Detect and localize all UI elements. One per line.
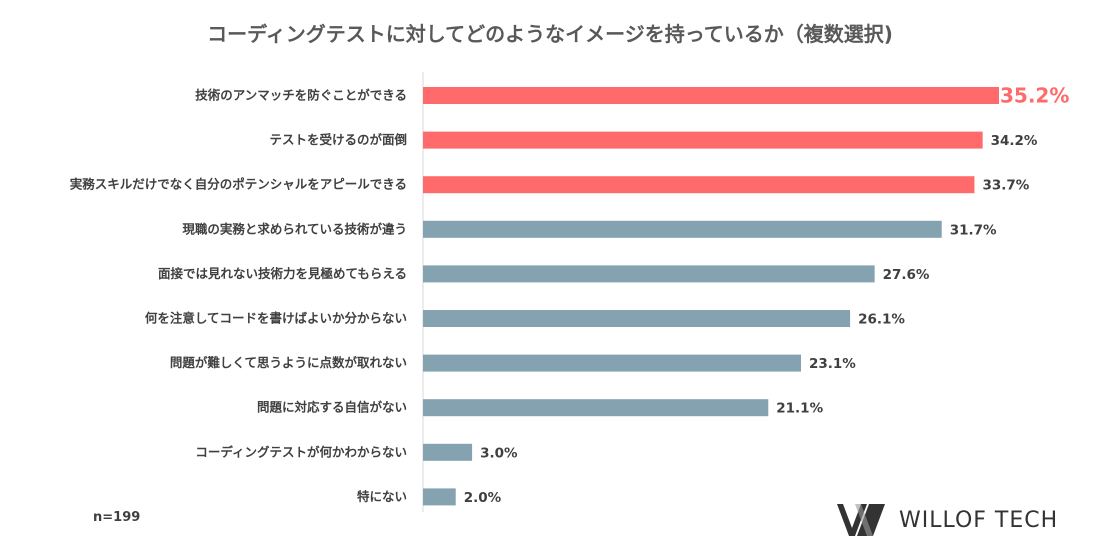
value-label: 27.6% [883, 267, 930, 283]
chart-title: コーディングテストに対してどのようなイメージを持っているか（複数選択) [207, 22, 893, 46]
brand-logo: WILLOF TECH [835, 500, 1058, 540]
value-label: 33.7% [982, 178, 1029, 194]
category-label: 面接では見れない技術力を見極めてもらえる [158, 266, 407, 281]
bar [423, 220, 942, 238]
category-label: テストを受けるのが面倒 [269, 132, 407, 147]
value-label: 2.0% [464, 490, 502, 506]
bar [423, 488, 456, 506]
value-label: 31.7% [950, 222, 997, 238]
value-label: 3.0% [480, 445, 518, 461]
category-label: 問題に対応する自信がない [257, 400, 407, 415]
bar [423, 354, 801, 372]
bar [423, 176, 975, 194]
bar [423, 87, 999, 104]
value-label: 23.1% [809, 356, 856, 372]
value-label: 26.1% [858, 312, 905, 328]
category-label: 何を注意してコードを書けばよいか分からない [145, 311, 407, 326]
value-label: 21.1% [776, 401, 823, 417]
bar [423, 310, 851, 327]
bar [423, 443, 473, 461]
bar [423, 131, 983, 149]
category-label: 現職の実務と求められている技術が違う [182, 221, 407, 236]
value-label: 35.2% [1000, 84, 1069, 108]
value-label: 34.2% [991, 133, 1038, 149]
brand-name: WILLOF TECH [899, 507, 1059, 533]
bar [423, 265, 875, 283]
willof-logo-icon [837, 504, 885, 536]
sample-size-label: n=199 [93, 510, 141, 525]
category-label: 実務スキルだけでなく自分のポテンシャルをアピールできる [70, 177, 407, 192]
category-label: 技術のアンマッチを防ぐことができる [195, 88, 407, 103]
category-label: 特にない [357, 489, 407, 504]
category-label: コーディングテストが何かわからない [195, 444, 407, 459]
bar [423, 399, 769, 417]
category-label: 問題が難しくて思うように点数が取れない [170, 355, 407, 370]
